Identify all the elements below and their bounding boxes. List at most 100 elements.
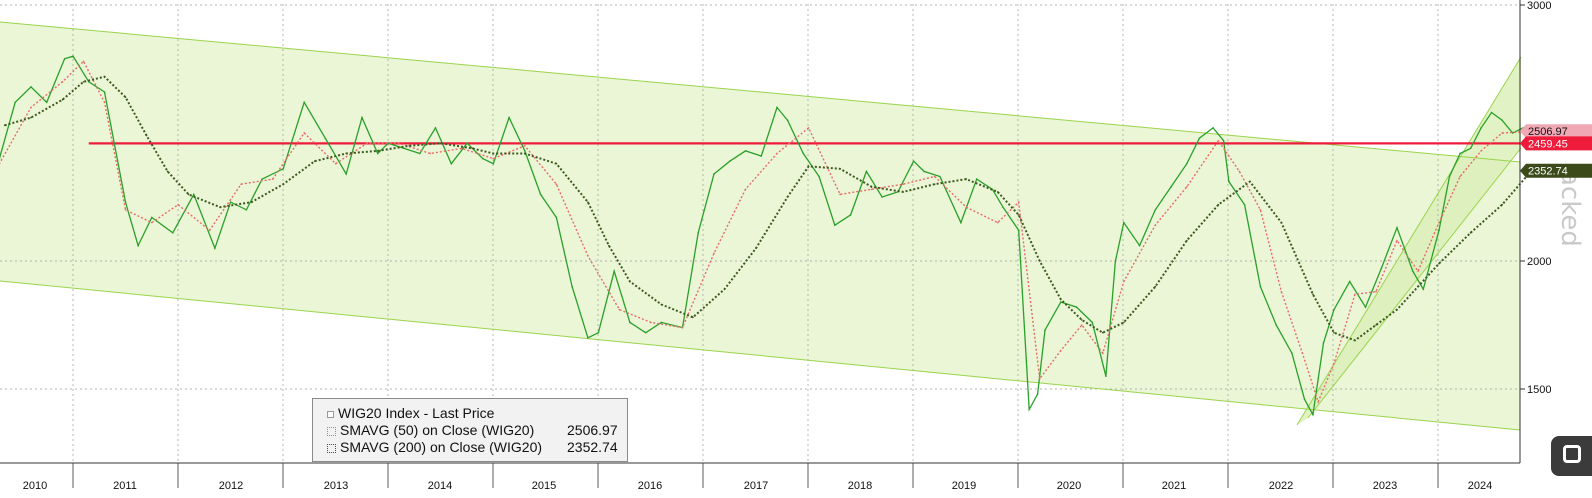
series-0-point-51 [760, 155, 763, 157]
series-0-point-98 [1411, 270, 1414, 273]
series-2-point-39 [1080, 319, 1083, 321]
series-0-point-63 [939, 175, 941, 178]
series-1-point-42 [1154, 224, 1157, 226]
series-0-point-75 [1105, 375, 1107, 378]
series-0-point-43 [629, 321, 631, 324]
series-1-point-34 [965, 206, 967, 209]
series-0-point-55 [818, 175, 820, 178]
legend-label-sma50: SMAVG (50) on Close (WIG20) [340, 422, 535, 438]
series-0-point-47 [697, 232, 700, 234]
series-1-point-18 [460, 147, 463, 150]
series-0-point-16 [193, 193, 195, 196]
series-0-point-25 [361, 116, 363, 119]
series-2-point-50 [1375, 324, 1377, 326]
series-0-point-95 [1364, 306, 1367, 308]
series-0-point-32 [466, 142, 468, 145]
series-1-point-38 [1059, 349, 1062, 352]
price-badge-1 [1520, 136, 1592, 151]
legend-row-sma200: SMAVG (200) on Close (WIG20) [327, 439, 542, 455]
series-0-point-79 [1154, 209, 1157, 211]
series-0-point-103 [1469, 147, 1472, 150]
series-0-point-67 [1002, 206, 1004, 209]
legend-swatch-sma200 [327, 443, 336, 453]
series-0-point-6 [30, 86, 32, 88]
series-2-point-52 [1417, 285, 1419, 288]
series-1-point-20 [524, 145, 526, 147]
series-0-point-70 [1036, 393, 1039, 395]
x-year-label-2016: 2016 [638, 480, 662, 492]
series-0-point-105 [1490, 111, 1493, 114]
series-1-point-13 [303, 132, 305, 134]
y-tick-label-2000: 2000 [1527, 256, 1551, 268]
y-tick-label-1500: 1500 [1527, 384, 1551, 396]
series-0-point-37 [539, 193, 542, 196]
series-0-point-38 [555, 216, 558, 219]
series-0-point-45 [660, 321, 663, 324]
series-2-point-44 [1217, 203, 1220, 206]
series-2-point-33 [933, 183, 936, 185]
chart-legend: WIG20 Index - Last Price SMAVG (50) on C… [312, 398, 628, 462]
series-1-point-58 [1501, 132, 1503, 134]
series-2-point-47 [1312, 293, 1314, 296]
series-0-point-104 [1480, 127, 1482, 129]
series-2-point-35 [996, 191, 999, 193]
series-0-point-71 [1044, 329, 1046, 331]
series-0-point-18 [229, 201, 232, 203]
series-1-point-32 [902, 183, 904, 185]
series-2-point-42 [1154, 285, 1157, 288]
series-0-point-11 [103, 91, 106, 93]
series-2-point-40 [1101, 331, 1104, 334]
series-2-point-54 [1469, 232, 1472, 234]
series-0-point-96 [1380, 267, 1383, 270]
series-0-point-87 [1259, 285, 1262, 288]
series-0-point-94 [1348, 280, 1351, 283]
series-1-point-57 [1480, 150, 1482, 152]
series-0-point-101 [1448, 175, 1451, 178]
legend-value-sma200: 2352.74 [567, 439, 618, 455]
series-2-point-46 [1280, 221, 1283, 224]
series-2-point-49 [1354, 339, 1356, 342]
series-2-point-19 [524, 152, 526, 155]
x-year-label-2021: 2021 [1162, 480, 1186, 492]
series-1-point-41 [1123, 280, 1125, 283]
series-1-point-33 [933, 175, 936, 178]
series-1-point-8 [151, 221, 153, 224]
series-1-point-24 [650, 321, 652, 324]
series-2-point-38 [1059, 298, 1062, 301]
series-1-point-51 [1354, 293, 1356, 296]
series-0-point-97 [1396, 226, 1398, 229]
legend-swatch-sma50 [327, 426, 336, 436]
panel-icon [1563, 445, 1581, 463]
series-1-point-56 [1459, 175, 1461, 178]
series-2-point-30 [839, 168, 841, 170]
side-panel-toggle-button[interactable] [1551, 436, 1592, 476]
series-1-point-22 [587, 255, 589, 257]
series-0-point-40 [587, 337, 589, 339]
series-2-point-43 [1186, 239, 1188, 242]
series-2-point-32 [902, 191, 904, 193]
series-0-point-49 [728, 160, 731, 162]
series-0-point-24 [345, 173, 348, 175]
series-1-point-3 [30, 106, 32, 109]
series-0-point-76 [1114, 260, 1117, 262]
series-2-point-13 [345, 152, 348, 155]
series-0-point-39 [571, 285, 573, 288]
series-0-point-57 [849, 214, 852, 216]
series-0-point-77 [1123, 221, 1125, 224]
legend-value-sma50: 2506.97 [567, 422, 618, 438]
series-1-point-21 [555, 183, 558, 185]
series-0-point-106 [1501, 119, 1503, 121]
series-2-point-41 [1123, 321, 1125, 324]
series-2-point-14 [376, 150, 379, 152]
series-0-point-59 [881, 196, 883, 198]
legend-title: WIG20 Index - Last Price [338, 405, 495, 421]
series-0-point-20 [261, 178, 263, 180]
series-0-point-30 [434, 127, 437, 129]
series-1-point-9 [177, 203, 179, 206]
series-0-point-42 [613, 270, 615, 273]
series-0-point-89 [1291, 352, 1293, 354]
series-2-point-48 [1333, 331, 1335, 334]
series-0-point-21 [282, 168, 284, 170]
series-2-point-8 [187, 193, 190, 196]
series-1-point-25 [681, 326, 684, 329]
